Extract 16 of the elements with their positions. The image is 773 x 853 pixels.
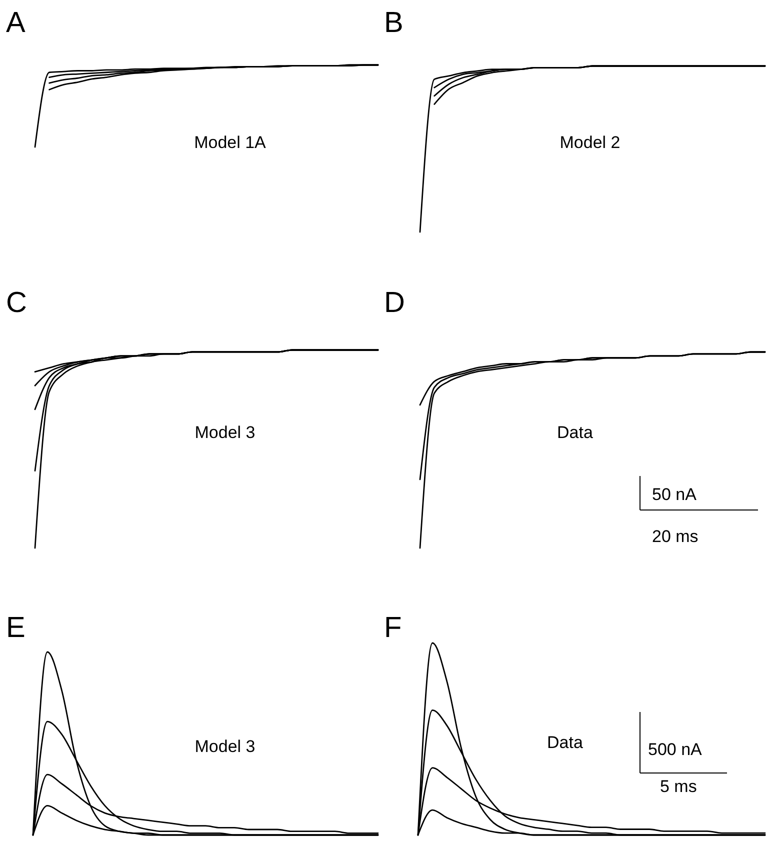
annotation: 500 nA <box>648 740 703 759</box>
annotation: Model 1A <box>194 133 267 152</box>
annotation: Model 3 <box>194 737 256 756</box>
annotation: Model 2 <box>560 133 620 152</box>
chart-title: A <box>6 7 26 39</box>
annotation: Model 3 <box>194 423 256 442</box>
annotation: Data <box>547 733 584 752</box>
chart-title: B <box>384 7 404 39</box>
annotation: Data <box>557 423 594 442</box>
chart-title: C <box>6 287 27 319</box>
chart-title: D <box>384 287 405 319</box>
annotation: 20 ms <box>652 527 698 546</box>
annotation: 50 nA <box>652 485 698 504</box>
chart-title: F <box>384 612 402 644</box>
chart-title: E <box>6 612 26 644</box>
annotation: 5 ms <box>660 777 697 796</box>
